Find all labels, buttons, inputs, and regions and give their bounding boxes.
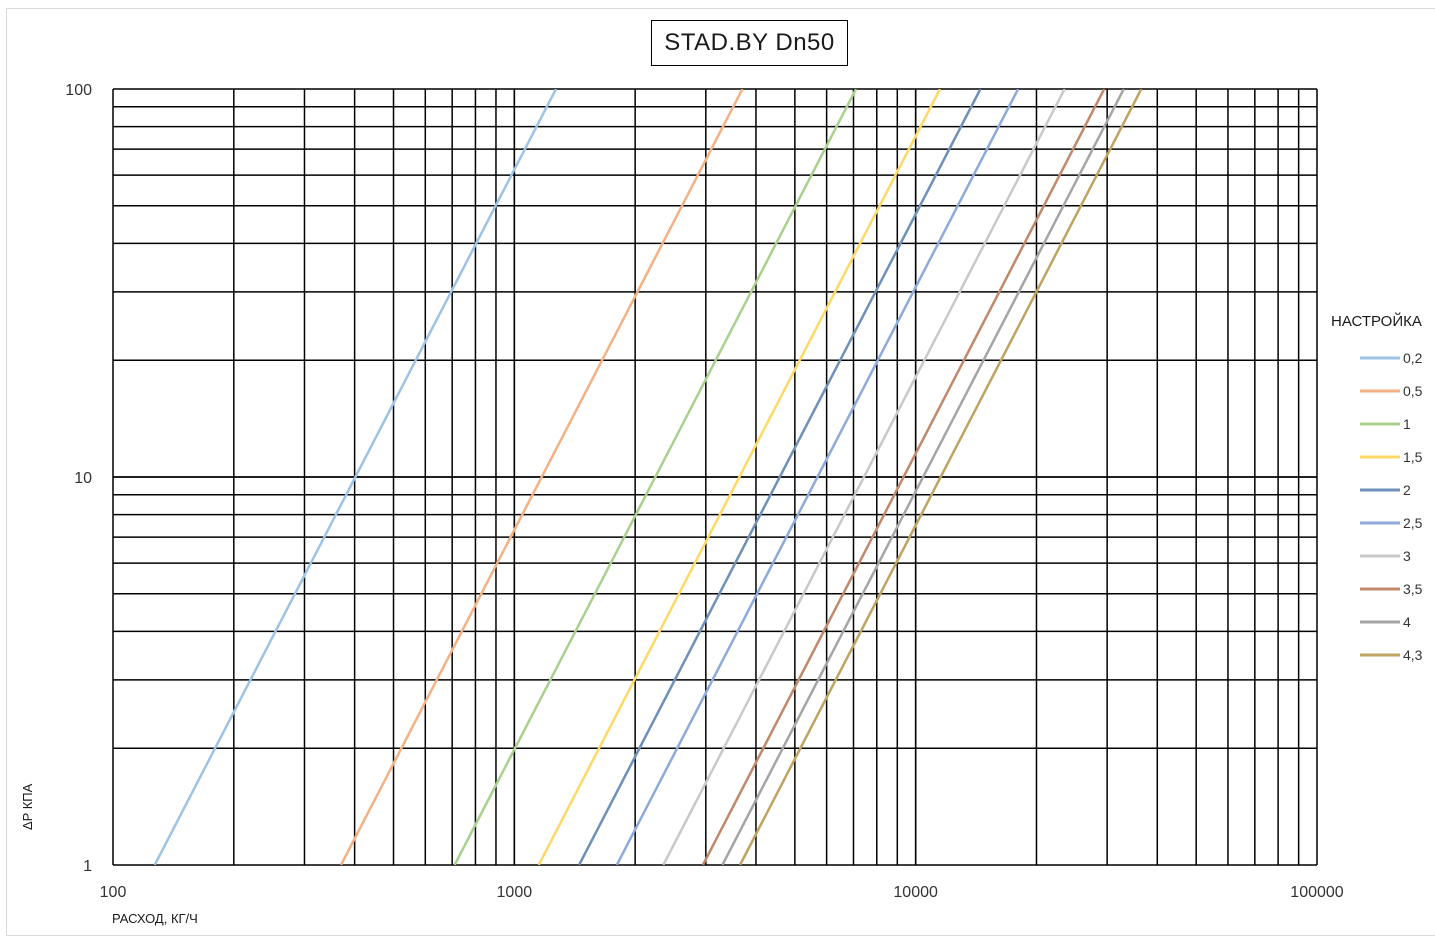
legend-label: 3 [1403, 548, 1411, 564]
legend-label: 2,5 [1403, 515, 1423, 531]
series-line-4 [721, 89, 1125, 865]
legend-label: 0,2 [1403, 350, 1423, 366]
series-line-2-5 [615, 89, 1020, 865]
legend-label: 0,5 [1403, 383, 1423, 399]
y-tick-label: 10 [74, 470, 92, 487]
series-line-0-5 [339, 89, 744, 865]
x-tick-label: 100000 [1290, 884, 1343, 901]
legend-label: 4 [1403, 614, 1411, 630]
x-axis-label: РАСХОД, КГ/Ч [112, 911, 198, 926]
x-tick-label: 1000 [497, 884, 533, 901]
chart-frame [6, 8, 1435, 936]
x-tick-label: 10000 [893, 884, 938, 901]
y-tick-label: 100 [65, 82, 92, 99]
legend-label: 1,5 [1403, 449, 1423, 465]
series-line-1 [453, 89, 858, 865]
legend-label: 2 [1403, 482, 1411, 498]
series-line-2 [577, 89, 982, 865]
series-line-1-5 [537, 89, 942, 865]
series-line-0-2 [153, 89, 558, 865]
y-tick-label: 1 [83, 858, 92, 875]
chart-title: STAD.BY Dn50 [651, 20, 848, 66]
y-axis-label: ΔP КПА [20, 783, 35, 830]
series-line-4-3 [738, 89, 1143, 865]
legend-label: 4,3 [1403, 647, 1423, 663]
series-line-3 [662, 89, 1066, 865]
legend-label: 1 [1403, 416, 1411, 432]
legend-label: 3,5 [1403, 581, 1423, 597]
legend-title: НАСТРОЙКА [1331, 313, 1422, 330]
series-line-3-5 [701, 89, 1106, 865]
x-tick-label: 100 [100, 884, 127, 901]
